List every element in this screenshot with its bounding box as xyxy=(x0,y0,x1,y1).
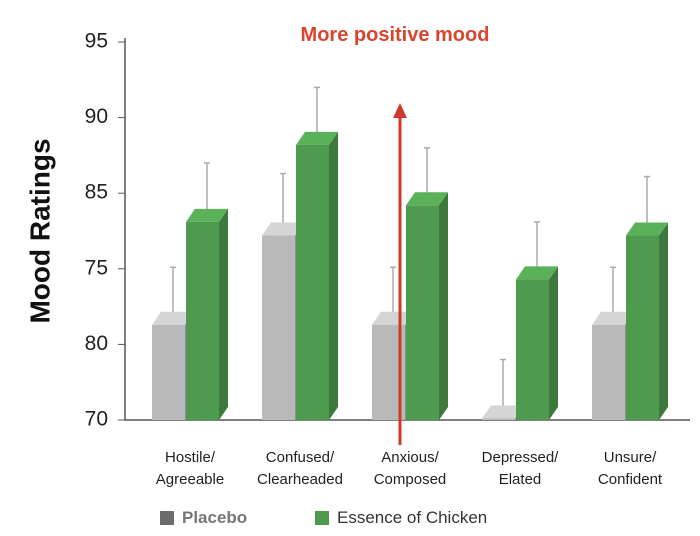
legend-item: Placebo xyxy=(160,508,247,528)
y-tick-label: 80 xyxy=(85,332,108,355)
bar xyxy=(186,221,219,420)
bar-top xyxy=(406,192,448,206)
bar-top xyxy=(296,131,338,145)
legend-label: Placebo xyxy=(182,508,248,527)
bar-top xyxy=(482,405,524,419)
x-tick-label: Unsure/ Confident xyxy=(597,449,663,488)
bar xyxy=(152,324,185,420)
bar-top xyxy=(186,208,228,222)
x-tick-label: Depressed/ Elated xyxy=(481,449,559,488)
legend-label: Essence of Chicken xyxy=(337,508,488,527)
bar-top xyxy=(372,311,414,325)
bar-side xyxy=(219,208,228,420)
bar-top xyxy=(516,266,558,280)
legend-swatch xyxy=(160,511,174,525)
bar xyxy=(482,418,515,420)
x-tick-label: Confused/ Clearheaded xyxy=(257,449,343,488)
bar-top xyxy=(152,311,194,325)
bar-side xyxy=(439,192,448,420)
bar xyxy=(592,324,625,420)
bar xyxy=(516,279,549,420)
bar xyxy=(626,235,659,420)
legend-swatch xyxy=(315,511,329,525)
bar xyxy=(406,205,439,420)
y-tick-label: 70 xyxy=(85,408,108,431)
annotation: More positive mood xyxy=(300,24,490,46)
y-axis-label: Mood Ratings xyxy=(24,138,55,323)
arrow-head xyxy=(393,103,407,118)
bar-side xyxy=(549,266,558,420)
y-tick-label: 95 xyxy=(85,30,108,53)
y-tick-label: 75 xyxy=(85,256,108,279)
legend-item: Essence of Chicken xyxy=(315,508,487,528)
bar-top xyxy=(626,222,668,236)
bar xyxy=(262,235,295,420)
y-tick-label: 90 xyxy=(85,105,108,128)
bar-side xyxy=(659,222,668,420)
y-tick-label: 85 xyxy=(85,181,108,204)
bar xyxy=(296,144,329,421)
bar-side xyxy=(329,131,338,421)
bar-top xyxy=(262,222,304,236)
x-tick-label: Hostile/ Agreeable xyxy=(155,449,225,488)
x-tick-label: Anxious/ Composed xyxy=(373,449,447,488)
bar-top xyxy=(592,311,634,325)
